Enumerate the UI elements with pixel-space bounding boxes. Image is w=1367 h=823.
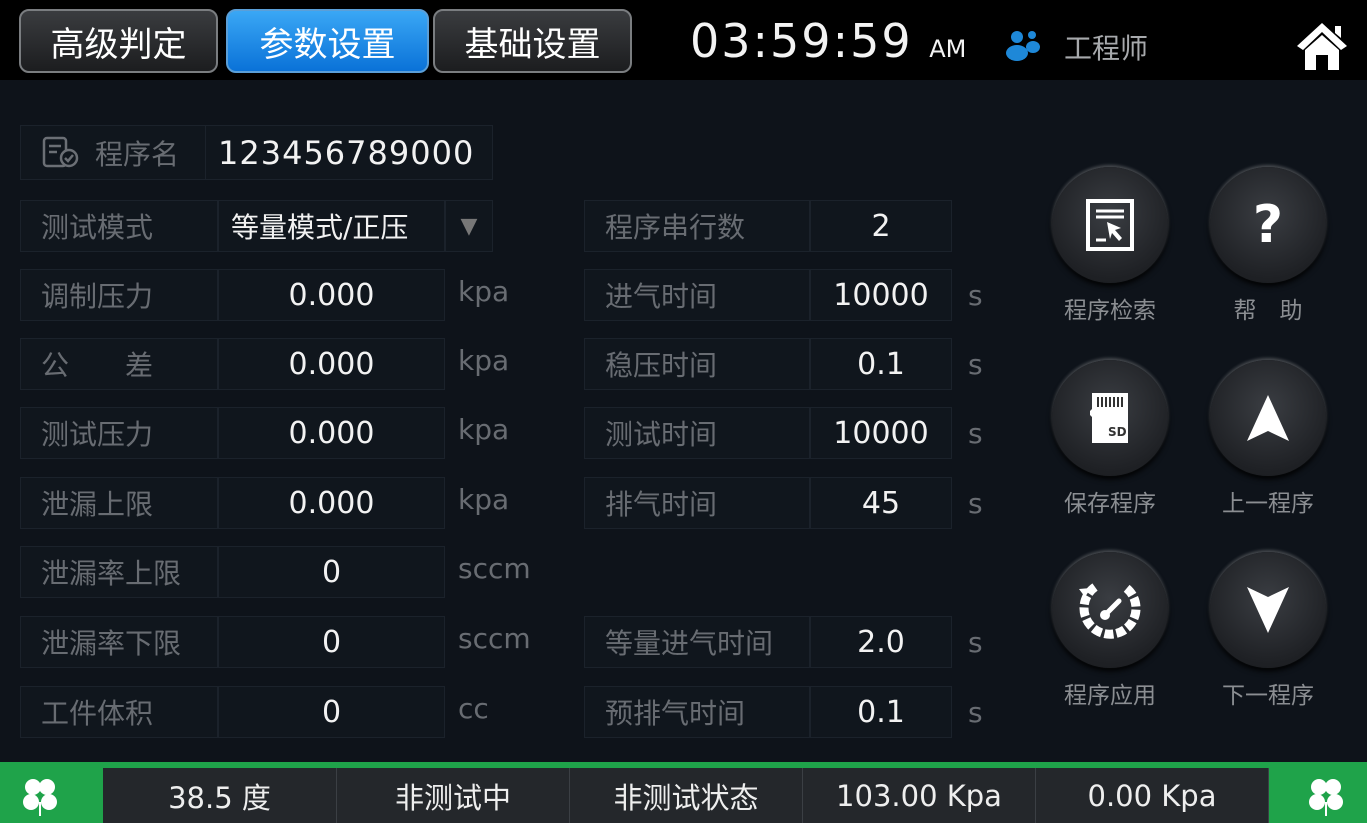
param-value-input[interactable]: 2.0 bbox=[810, 616, 952, 668]
program-name-text: 程序名 bbox=[95, 137, 180, 171]
param-value-input[interactable]: 10000 bbox=[810, 407, 952, 459]
param-label: 稳压时间 bbox=[584, 338, 810, 390]
apply-gauge-button[interactable] bbox=[1052, 552, 1168, 668]
param-unit: s bbox=[968, 279, 983, 312]
users-icon bbox=[1006, 31, 1040, 61]
arrow-down-button[interactable] bbox=[1210, 552, 1326, 668]
clock-time: 03:59:59 bbox=[690, 14, 913, 68]
param-value-input[interactable]: 0.000 bbox=[218, 477, 445, 529]
param-label: 测试压力 bbox=[20, 407, 218, 459]
param-unit: s bbox=[968, 696, 983, 729]
param-label: 预排气时间 bbox=[584, 686, 810, 738]
status-state: 非测试状态 bbox=[570, 768, 803, 823]
program-search-button[interactable] bbox=[1052, 167, 1168, 283]
param-value-input[interactable]: 0.000 bbox=[218, 407, 445, 459]
button-label: 帮 助 bbox=[1233, 298, 1303, 324]
tab-parameter-settings[interactable]: 参数设置 bbox=[226, 9, 429, 73]
param-value-input[interactable]: 2 bbox=[810, 200, 952, 252]
apply-gauge-icon bbox=[1075, 577, 1145, 643]
clock: 03:59:59 AM bbox=[690, 14, 966, 68]
param-label: 公 差 bbox=[20, 338, 218, 390]
tab-advanced-judgement[interactable]: 高级判定 bbox=[19, 9, 218, 73]
param-value-input[interactable]: 10000 bbox=[810, 269, 952, 321]
param-label: 程序串行数 bbox=[584, 200, 810, 252]
button-label: 下一程序 bbox=[1222, 683, 1314, 709]
home-icon[interactable] bbox=[1295, 20, 1349, 72]
param-unit: cc bbox=[458, 692, 489, 725]
status-pressure-1: 103.00 Kpa bbox=[803, 768, 1036, 823]
param-value-input[interactable]: 0.000 bbox=[218, 269, 445, 321]
param-label: 调制压力 bbox=[20, 269, 218, 321]
param-unit: s bbox=[968, 626, 983, 659]
top-bar: 高级判定 参数设置 基础设置 03:59:59 AM 工程师 bbox=[0, 0, 1367, 80]
param-unit: kpa bbox=[458, 413, 510, 446]
arrow-up-button[interactable] bbox=[1210, 360, 1326, 476]
parameter-panel: 程序名 123456789000 测试模式 等量模式/正压 ▼ 调制压力 0.0… bbox=[0, 80, 1367, 762]
param-value-input[interactable]: 0.000 bbox=[218, 338, 445, 390]
param-value-input[interactable]: 0 bbox=[218, 686, 445, 738]
test-mode-label: 测试模式 bbox=[20, 200, 218, 252]
program-name-input[interactable]: 123456789000 bbox=[205, 125, 493, 180]
program-name-label: 程序名 bbox=[20, 125, 206, 180]
clock-ampm: AM bbox=[929, 35, 967, 63]
param-label: 测试时间 bbox=[584, 407, 810, 459]
help-button[interactable]: ? bbox=[1210, 167, 1326, 283]
param-label: 泄漏上限 bbox=[20, 477, 218, 529]
param-value-input[interactable]: 0 bbox=[218, 546, 445, 598]
clover-icon bbox=[23, 779, 57, 816]
param-label: 等量进气时间 bbox=[584, 616, 810, 668]
status-pressure-2: 0.00 Kpa bbox=[1036, 768, 1269, 823]
button-label: 上一程序 bbox=[1222, 491, 1314, 517]
param-value-input[interactable]: 45 bbox=[810, 477, 952, 529]
param-unit: kpa bbox=[458, 275, 510, 308]
svg-text:SD: SD bbox=[1108, 425, 1127, 439]
sd-card-icon: SD bbox=[1088, 391, 1132, 445]
param-unit: kpa bbox=[458, 483, 510, 516]
param-unit: sccm bbox=[458, 552, 531, 585]
param-unit: kpa bbox=[458, 344, 510, 377]
sd-card-button[interactable]: SD bbox=[1052, 360, 1168, 476]
param-label: 泄漏率上限 bbox=[20, 546, 218, 598]
dropdown-arrow-icon[interactable]: ▼ bbox=[445, 200, 493, 252]
test-mode-select[interactable]: 等量模式/正压 bbox=[218, 200, 445, 252]
test-mode-value: 等量模式/正压 bbox=[231, 211, 409, 244]
status-temperature: 38.5 度 bbox=[103, 768, 337, 823]
clover-icon bbox=[1309, 779, 1343, 816]
param-label: 排气时间 bbox=[584, 477, 810, 529]
param-label: 泄漏率下限 bbox=[20, 616, 218, 668]
document-check-icon bbox=[42, 136, 79, 167]
program-search-icon bbox=[1085, 198, 1135, 252]
button-label: 保存程序 bbox=[1064, 491, 1156, 517]
param-value-input[interactable]: 0.1 bbox=[810, 338, 952, 390]
param-unit: sccm bbox=[458, 622, 531, 655]
param-value-input[interactable]: 0 bbox=[218, 616, 445, 668]
param-unit: s bbox=[968, 348, 983, 381]
param-unit: s bbox=[968, 417, 983, 450]
help-icon: ? bbox=[1252, 195, 1284, 255]
param-label: 进气时间 bbox=[584, 269, 810, 321]
button-label: 程序应用 bbox=[1064, 683, 1156, 709]
button-label: 程序检索 bbox=[1064, 298, 1156, 324]
param-label: 工件体积 bbox=[20, 686, 218, 738]
param-unit: s bbox=[968, 487, 983, 520]
status-testing: 非测试中 bbox=[337, 768, 570, 823]
tab-basic-settings[interactable]: 基础设置 bbox=[433, 9, 632, 73]
param-value-input[interactable]: 0.1 bbox=[810, 686, 952, 738]
status-bar: 38.5 度 非测试中 非测试状态 103.00 Kpa 0.00 Kpa bbox=[0, 762, 1367, 823]
arrow-up-icon bbox=[1245, 393, 1291, 443]
arrow-down-icon bbox=[1245, 585, 1291, 635]
user-role: 工程师 bbox=[1064, 32, 1149, 65]
